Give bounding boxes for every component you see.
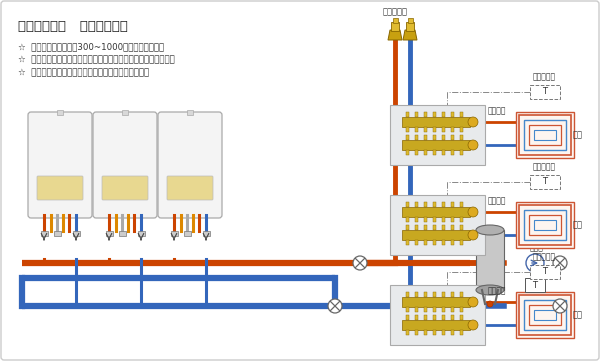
FancyBboxPatch shape — [28, 112, 92, 218]
Bar — [390, 285, 485, 345]
Circle shape — [468, 230, 478, 240]
Text: ☆  根据采暖热负荷需求，实现单台或多台自动运行工作，节约能源: ☆ 根据采暖热负荷需求，实现单台或多台自动运行工作，节约能源 — [18, 55, 175, 64]
Bar — [424, 217, 427, 222]
Text: 地暖: 地暖 — [573, 221, 583, 230]
Bar — [442, 202, 445, 207]
Bar — [406, 217, 409, 222]
Bar — [451, 307, 454, 312]
Bar — [451, 150, 454, 155]
Bar — [451, 217, 454, 222]
Bar — [187, 110, 193, 115]
Bar — [402, 117, 470, 127]
Bar — [530, 265, 560, 279]
Bar — [415, 307, 418, 312]
Bar — [524, 120, 566, 150]
Bar — [442, 315, 445, 320]
Bar — [451, 330, 454, 335]
Text: T: T — [533, 280, 538, 290]
Text: 室温控制器: 室温控制器 — [532, 162, 556, 171]
Bar — [525, 278, 545, 292]
FancyBboxPatch shape — [37, 176, 83, 200]
Circle shape — [353, 256, 367, 270]
Bar — [442, 150, 445, 155]
Bar — [137, 231, 145, 236]
Bar — [460, 127, 463, 132]
Bar — [406, 112, 409, 117]
Bar — [402, 297, 470, 307]
Bar — [442, 112, 445, 117]
Bar — [390, 195, 485, 255]
Bar — [415, 202, 418, 207]
FancyBboxPatch shape — [167, 176, 213, 200]
Bar — [415, 292, 418, 297]
Bar — [519, 205, 571, 245]
Bar — [424, 135, 427, 140]
Bar — [460, 292, 463, 297]
Bar — [390, 105, 485, 165]
Text: 壁挂炉模块化   地暖采暖系统: 壁挂炉模块化 地暖采暖系统 — [18, 20, 128, 33]
Bar — [516, 202, 574, 248]
Bar — [460, 202, 463, 207]
Bar — [433, 150, 436, 155]
Bar — [406, 202, 409, 207]
Text: 混水罐: 混水罐 — [458, 215, 473, 224]
Bar — [424, 225, 427, 230]
Text: 温控器: 温控器 — [528, 296, 542, 305]
Bar — [406, 315, 409, 320]
Ellipse shape — [476, 225, 504, 235]
Bar — [424, 315, 427, 320]
Bar — [203, 231, 209, 236]
Bar — [424, 307, 427, 312]
Bar — [524, 300, 566, 330]
Bar — [415, 150, 418, 155]
Bar — [516, 112, 574, 158]
FancyBboxPatch shape — [102, 176, 148, 200]
Text: 地暖: 地暖 — [573, 310, 583, 319]
Bar — [415, 330, 418, 335]
Bar — [53, 231, 61, 236]
Bar — [424, 330, 427, 335]
Bar — [415, 225, 418, 230]
Bar — [451, 135, 454, 140]
Bar — [524, 210, 566, 240]
Bar — [451, 240, 454, 245]
Polygon shape — [388, 30, 402, 40]
Bar — [406, 292, 409, 297]
Bar — [170, 231, 178, 236]
Bar — [415, 315, 418, 320]
Text: 地暖: 地暖 — [573, 130, 583, 139]
Bar — [451, 112, 454, 117]
Text: 自动放气阀: 自动放气阀 — [383, 7, 408, 16]
Bar — [119, 231, 125, 236]
Bar — [442, 135, 445, 140]
Bar — [476, 230, 504, 290]
Bar — [415, 112, 418, 117]
Circle shape — [526, 254, 544, 272]
Bar — [41, 231, 47, 236]
Bar — [406, 330, 409, 335]
Bar — [519, 295, 571, 335]
Bar — [73, 231, 79, 236]
Bar — [433, 330, 436, 335]
Bar — [442, 292, 445, 297]
Text: T: T — [542, 87, 548, 96]
Bar — [460, 330, 463, 335]
Bar — [402, 320, 470, 330]
Circle shape — [487, 301, 493, 307]
Bar — [392, 18, 398, 23]
Bar — [460, 315, 463, 320]
Bar — [415, 127, 418, 132]
Bar — [451, 315, 454, 320]
Circle shape — [468, 140, 478, 150]
Bar — [433, 292, 436, 297]
Bar — [424, 112, 427, 117]
Bar — [184, 231, 191, 236]
Bar — [442, 127, 445, 132]
Bar — [433, 127, 436, 132]
Bar — [415, 135, 418, 140]
Bar — [460, 135, 463, 140]
Text: T: T — [542, 178, 548, 187]
Bar — [530, 85, 560, 99]
Ellipse shape — [476, 285, 504, 295]
